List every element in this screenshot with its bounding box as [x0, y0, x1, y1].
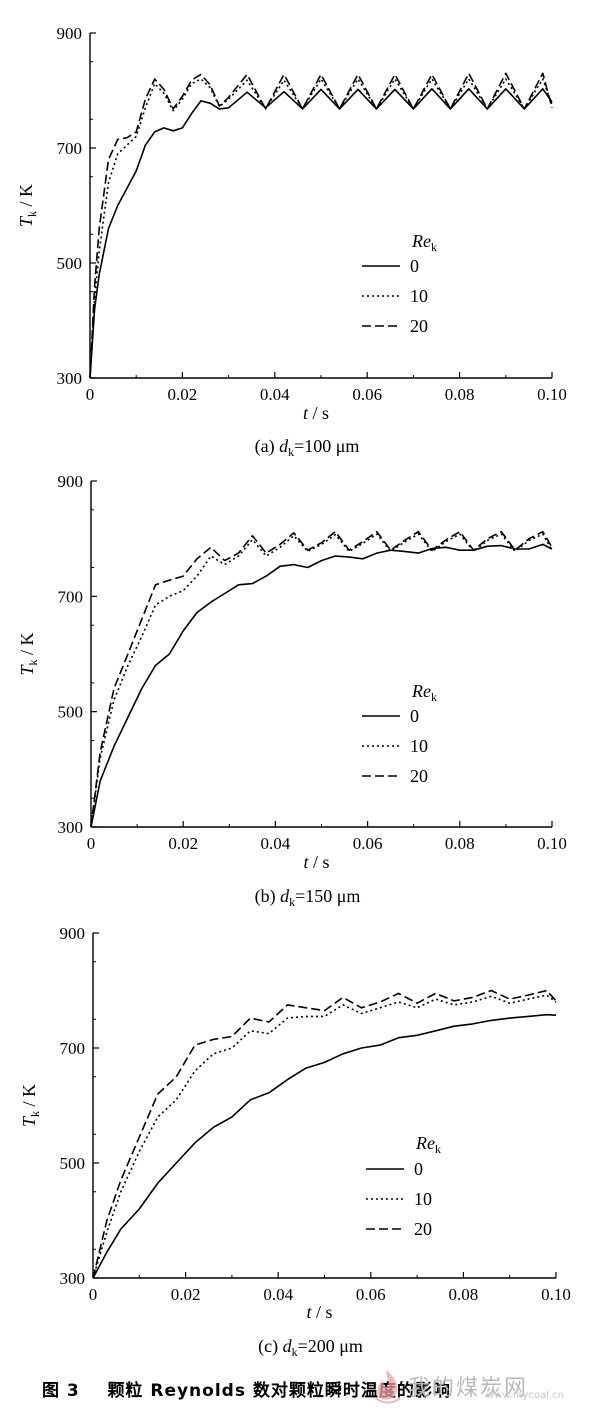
series-line-re-20 [92, 989, 557, 1279]
y-tick-label: 900 [58, 472, 84, 491]
x-tick-label: 0.06 [353, 834, 383, 853]
series-line-re-0 [92, 1013, 557, 1279]
y-tick-label: 700 [57, 139, 83, 158]
y-axis-label: Tk / K [16, 184, 39, 227]
x-tick-label: 0.10 [537, 385, 567, 404]
legend-label-re-10: 10 [414, 1189, 432, 1209]
x-tick-label: 0.04 [260, 385, 290, 404]
legend-label-re-20: 20 [410, 316, 428, 336]
x-tick-label: 0.08 [445, 385, 475, 404]
series-line-re-10 [92, 994, 557, 1279]
y-tick-label: 700 [60, 1039, 86, 1058]
x-tick-label: 0.10 [541, 1285, 571, 1304]
y-tick-label: 500 [58, 703, 84, 722]
series-line-re-10 [89, 78, 553, 379]
x-tick-label: 0 [87, 834, 96, 853]
x-tick-label: 0.02 [168, 834, 198, 853]
watermark-text: 我的煤炭网 [408, 1376, 529, 1401]
x-tick-label: 0.02 [168, 385, 198, 404]
legend-label-re-10: 10 [410, 286, 428, 306]
panel-subtitle: (c) dk=200 μm [258, 1336, 363, 1359]
figure-caption: 图 3 颗粒 Reynolds 数对颗粒瞬时温度的影响 [42, 1376, 451, 1401]
y-tick-label: 300 [57, 369, 83, 388]
legend: Rek 0 10 20 [366, 1133, 441, 1239]
x-tick-label: 0.06 [356, 1285, 386, 1304]
chart-panel-2: 300 500 700 900 0 0.02 0.04 0.06 0.08 0.10 Tk / K t… [17, 472, 567, 909]
y-axis-label: Tk / K [19, 1084, 42, 1127]
series-line-re-10 [90, 533, 553, 828]
legend-label-re-0: 0 [410, 706, 419, 726]
y-tick-label: 500 [60, 1154, 86, 1173]
figure-caption-text: 颗粒 Reynolds 数对颗粒瞬时温度的影响 [107, 1381, 451, 1401]
y-tick-label: 300 [60, 1269, 86, 1288]
panel-subtitle: (a) dk=100 μm [255, 436, 360, 459]
x-axis-label: t / s [303, 403, 329, 423]
x-tick-label: 0.04 [263, 1285, 293, 1304]
series-line-re-20 [89, 72, 553, 379]
legend-title: Rek [411, 681, 437, 704]
x-tick-label: 0.10 [537, 834, 567, 853]
x-tick-label: 0.04 [261, 834, 291, 853]
flame-icon [375, 1370, 401, 1404]
watermark-url: www.mycoal.cn [486, 1390, 564, 1401]
x-tick-label: 0 [86, 385, 95, 404]
x-tick-label: 0 [89, 1285, 98, 1304]
x-tick-label: 0.02 [171, 1285, 201, 1304]
y-tick-label: 900 [57, 24, 83, 43]
x-tick-label: 0.08 [445, 834, 475, 853]
panel-subtitle: (b) dk=150 μm [255, 886, 361, 909]
series-line-re-0 [89, 88, 553, 379]
legend-label-re-0: 0 [410, 256, 419, 276]
chart-panel-1: 300 500 700 900 0 0.02 0.04 0.06 0.08 0.10 Tk / K t… [16, 24, 567, 459]
series-line-re-20 [90, 530, 553, 828]
y-tick-label: 300 [58, 818, 84, 837]
legend-label-re-20: 20 [414, 1219, 432, 1239]
legend-label-re-0: 0 [414, 1159, 423, 1179]
legend-title: Rek [415, 1133, 441, 1156]
legend-label-re-10: 10 [410, 736, 428, 756]
series-line-re-0 [90, 543, 553, 828]
y-axis-label: Tk / K [17, 632, 40, 675]
x-tick-label: 0.08 [449, 1285, 479, 1304]
watermark: 我的煤炭网 www.mycoal.cn [368, 1368, 588, 1404]
y-tick-label: 500 [57, 254, 83, 273]
figure: 300 500 700 900 0 0.02 0.04 0.06 0.08 0.10 Tk / K t… [16, 24, 571, 1359]
figure-label: 图 3 [42, 1381, 80, 1401]
legend-title: Rek [411, 231, 437, 254]
legend-label-re-20: 20 [410, 766, 428, 786]
y-tick-label: 900 [60, 924, 86, 943]
y-tick-label: 700 [58, 587, 84, 606]
chart-panel-3: 300 500 700 900 0 0.02 0.04 0.06 0.08 0.10 Tk / K t… [19, 924, 571, 1359]
x-tick-label: 0.06 [352, 385, 382, 404]
x-axis-label: t / s [306, 1302, 332, 1322]
x-axis-label: t / s [303, 852, 329, 872]
figure-caption-area: 图 3 颗粒 Reynolds 数对颗粒瞬时温度的影响 我的煤炭网 www.my… [0, 1368, 600, 1408]
